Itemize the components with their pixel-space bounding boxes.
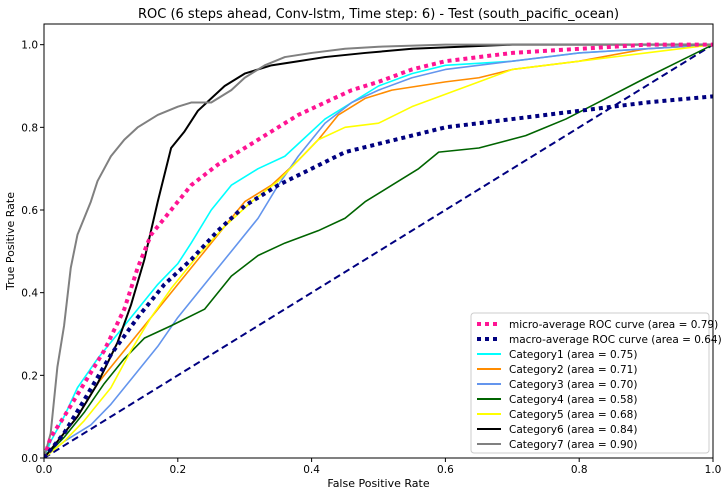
x-tick-label: 0.6: [437, 464, 454, 476]
x-tick-label: 0.8: [571, 464, 588, 476]
legend-label: Category2 (area = 0.71): [509, 364, 637, 376]
y-tick-label: 1.0: [21, 40, 38, 52]
legend: micro-average ROC curve (area = 0.79) mac…: [470, 312, 722, 454]
series-line-8: [44, 43, 713, 458]
legend-label: Category5 (area = 0.68): [509, 409, 637, 421]
legend-label: micro-average ROC curve (area = 0.79): [509, 319, 718, 331]
chart-title: ROC (6 steps ahead, Conv-lstm, Time step…: [138, 7, 619, 22]
legend-label: Category3 (area = 0.70): [509, 379, 637, 391]
legend-label: Category4 (area = 0.58): [509, 394, 637, 406]
series-line-5: [44, 43, 713, 458]
x-axis: 0.0 0.2 0.4 0.6 0.8 1.0: [36, 458, 722, 476]
x-axis-label: False Positive Rate: [327, 477, 429, 490]
y-axis: 0.0 0.2 0.4 0.6 0.8 1.0: [21, 40, 44, 465]
x-tick-label: 1.0: [705, 464, 722, 476]
series-line-3: [44, 43, 713, 458]
y-tick-label: 0.6: [21, 205, 38, 217]
y-tick-label: 0.2: [21, 370, 38, 382]
x-tick-label: 0.2: [169, 464, 186, 476]
legend-label: Category6 (area = 0.84): [509, 424, 637, 436]
legend-label: Category1 (area = 0.75): [509, 349, 637, 361]
legend-label: macro-average ROC curve (area = 0.64): [509, 334, 722, 346]
series-line-6: [44, 43, 713, 458]
y-axis-label: True Positive Rate: [4, 192, 17, 291]
plot-frame: [43, 23, 714, 459]
x-tick-label: 0.4: [303, 464, 320, 476]
y-tick-label: 0.4: [21, 288, 38, 300]
x-tick-label: 0.0: [36, 464, 53, 476]
series-line-1: [44, 94, 713, 458]
series-line-0: [44, 42, 713, 458]
y-tick-label: 0.0: [21, 453, 38, 465]
y-tick-label: 0.8: [21, 122, 38, 134]
legend-box: [470, 312, 710, 454]
chance-diagonal-line: [44, 43, 713, 458]
legend-label: Category7 (area = 0.90): [509, 439, 637, 451]
